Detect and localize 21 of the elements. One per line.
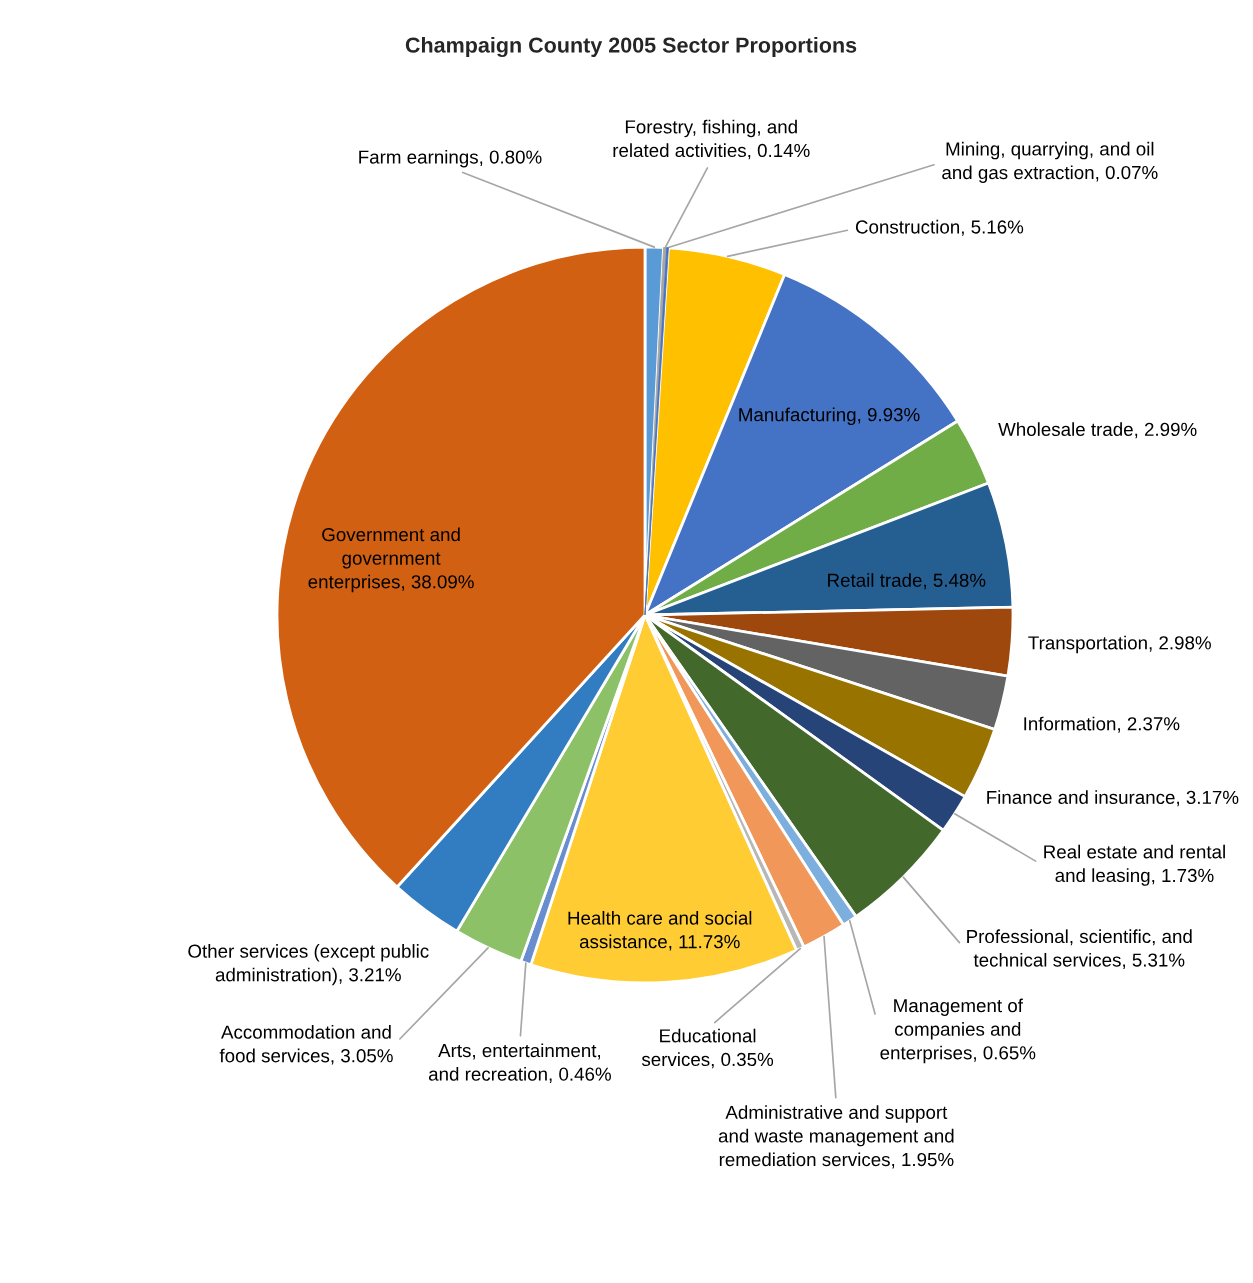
slice-label: Administrative and support and waste management and remediation services, 1.95% <box>718 1105 954 1169</box>
slice-label: Mining, quarrying, and oil and gas extraction, 0.07% <box>942 141 1158 183</box>
slice-label: Real estate and rental and leasing, 1.73% <box>1044 844 1225 886</box>
slice-label: Wholesale trade, 2.99% <box>998 422 1197 439</box>
chart-title: Champaign County 2005 Sector Proportions <box>405 36 857 58</box>
slice-label: Retail trade, 5.48% <box>828 573 986 590</box>
slice-label: Management of companies and enterprises, 0.65% <box>880 998 1036 1064</box>
slice-label: Construction, 5.16% <box>855 219 1024 236</box>
slice-label: Manufacturing, 9.93% <box>739 407 920 426</box>
slice-label: Forestry, fishing, and related activities, 0.14% <box>613 119 810 160</box>
slice-label: Government and government enterprises, 38.09% <box>308 527 474 593</box>
slice-label: Professional, scientific, and technical services, 5.31% <box>967 929 1192 969</box>
slice-label: Accommodation and food services, 3.05% <box>219 1025 393 1065</box>
slice-label: Information, 2.37% <box>1024 716 1180 733</box>
slice-label: Finance and insurance, 3.17% <box>987 790 1239 807</box>
slice-label: Arts, entertainment, and recreation, 0.46% <box>428 1043 611 1083</box>
slice-label: Educational services, 0.35% <box>641 1028 774 1069</box>
slice-label: Farm earnings, 0.80% <box>359 149 542 168</box>
slice-label: Health care and social assistance, 11.73% <box>568 910 752 951</box>
slice-label: Transportation, 2.98% <box>1028 635 1211 654</box>
slice-label: Other services (except public administration), 3.21% <box>188 944 429 986</box>
